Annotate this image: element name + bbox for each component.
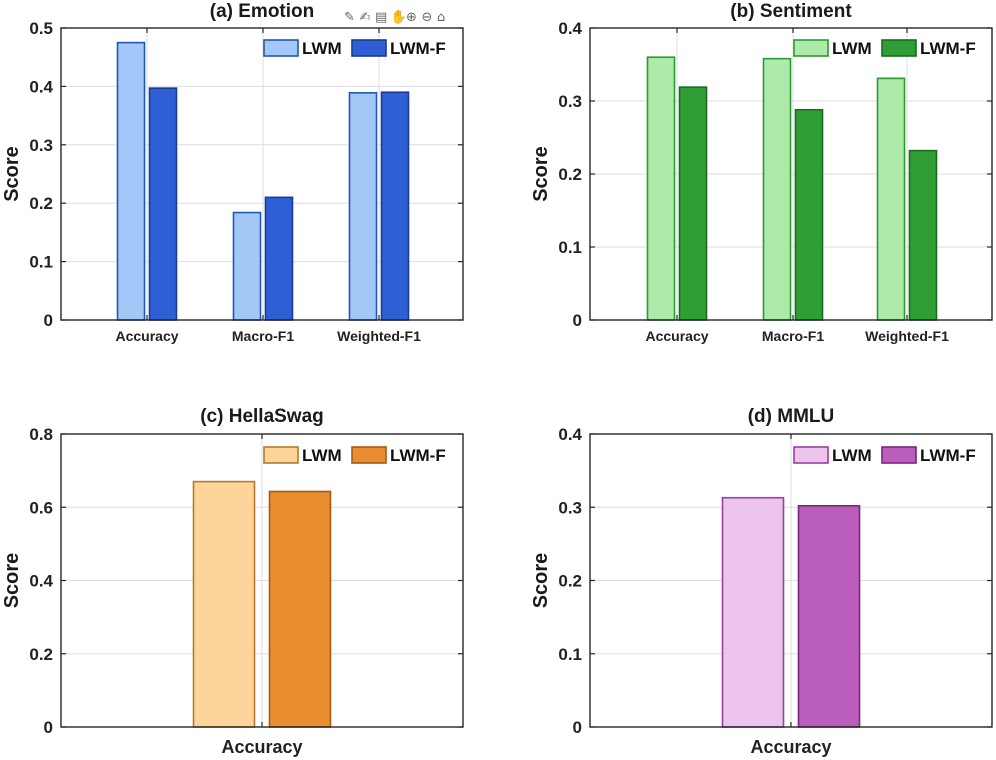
- bar-lwm-accuracy[interactable]: [646, 56, 676, 321]
- legend-label: LWM: [832, 446, 872, 465]
- home-icon[interactable]: ⌂: [437, 10, 445, 25]
- bar-lwm-f-macro-f1[interactable]: [794, 108, 824, 321]
- x-tick-label: Weighted-F1: [865, 328, 949, 344]
- y-axis-label: Score: [530, 146, 552, 202]
- panel-emotion[interactable]: 0 0.1 0.2 0.3 0.4 0.5 Accuracy Macro-F1 Weighted…: [1, 1, 464, 344]
- chart-title: (d) MMLU: [748, 406, 835, 427]
- legend-swatch: [793, 39, 829, 57]
- legend-swatch: [351, 446, 387, 464]
- x-tick-label: Macro-F1: [762, 328, 824, 344]
- legend-swatch: [263, 39, 299, 57]
- bar-lwm-weighted-f1[interactable]: [876, 77, 906, 321]
- bar-lwm-f-weighted-f1[interactable]: [380, 91, 410, 321]
- x-tick-label: Accuracy: [115, 328, 178, 344]
- y-tick-label: 0.2: [29, 194, 53, 213]
- x-tick-label: Accuracy: [750, 737, 831, 757]
- bar-lwm-accuracy[interactable]: [192, 480, 256, 728]
- y-tick-label: 0: [44, 311, 53, 330]
- bar-lwm-accuracy[interactable]: [721, 496, 785, 728]
- legend-swatch: [351, 39, 387, 57]
- legend-swatch: [881, 446, 917, 464]
- y-tick-label: 0.2: [558, 165, 582, 184]
- axes-box: [60, 27, 464, 321]
- legend-label: LWM-F: [390, 446, 446, 465]
- y-tick-label: 0: [573, 718, 582, 737]
- pan-icon[interactable]: ✋: [391, 9, 407, 25]
- legend-item-lwm[interactable]: LWM: [263, 446, 342, 465]
- chart-title: (b) Sentiment: [730, 1, 852, 22]
- y-tick-label: 0.2: [558, 572, 582, 591]
- y-tick-label: 0: [44, 718, 53, 737]
- legend-item-lwm[interactable]: LWM: [793, 39, 872, 58]
- y-axis-label: Score: [1, 146, 23, 202]
- y-tick-label: 0.3: [558, 92, 582, 111]
- legend-label: LWM-F: [920, 39, 976, 58]
- y-tick-label: 0.4: [558, 425, 582, 444]
- y-axis-label: Score: [1, 553, 23, 609]
- legend-label: LWM: [302, 446, 342, 465]
- legend-label: LWM-F: [390, 39, 446, 58]
- bar-lwm-weighted-f1[interactable]: [348, 92, 378, 321]
- y-tick-label: 0.1: [29, 253, 53, 272]
- legend-label: LWM: [832, 39, 872, 58]
- panel-hellaswag[interactable]: 0 0.2 0.4 0.6 0.8 Accuracy (c) HellaSwag Score L…: [1, 406, 464, 757]
- brush-icon[interactable]: ✍: [360, 10, 371, 25]
- bar-lwm-f-macro-f1[interactable]: [264, 196, 294, 321]
- y-tick-label: 0.1: [558, 238, 582, 257]
- bar-lwm-f-accuracy[interactable]: [797, 504, 861, 728]
- legend-item-lwm-f[interactable]: LWM-F: [881, 446, 976, 465]
- legend-label: LWM: [302, 39, 342, 58]
- legend-item-lwm-f[interactable]: LWM-F: [881, 39, 976, 58]
- y-tick-label: 0.5: [29, 19, 53, 38]
- y-tick-label: 0.1: [558, 645, 582, 664]
- x-tick-label: Accuracy: [645, 328, 708, 344]
- x-tick-label: Macro-F1: [232, 328, 294, 344]
- bar-lwm-f-accuracy[interactable]: [268, 490, 332, 728]
- bar-lwm-f-accuracy[interactable]: [678, 86, 708, 321]
- panel-sentiment[interactable]: 0 0.1 0.2 0.3 0.4 Accuracy Macro-F1 Weighted-F1…: [530, 1, 993, 344]
- bar-lwm-f-accuracy[interactable]: [148, 87, 178, 321]
- bar-lwm-accuracy[interactable]: [116, 41, 146, 321]
- y-tick-label: 0.8: [29, 425, 53, 444]
- y-tick-label: 0.4: [558, 19, 582, 38]
- datatip-icon[interactable]: ▤: [375, 10, 387, 25]
- y-tick-label: 0.6: [29, 498, 53, 517]
- bar-lwm-f-weighted-f1[interactable]: [908, 149, 938, 321]
- legend-item-lwm[interactable]: LWM: [793, 446, 872, 465]
- legend-item-lwm-f[interactable]: LWM-F: [351, 39, 446, 58]
- y-axis-label: Score: [530, 553, 552, 609]
- y-tick-label: 0.2: [29, 645, 53, 664]
- legend-swatch: [881, 39, 917, 57]
- x-tick-label: Accuracy: [221, 737, 302, 757]
- legend[interactable]: LWM LWM-F: [793, 446, 976, 465]
- zoom-out-icon[interactable]: ⊖: [422, 10, 433, 25]
- legend-swatch: [263, 446, 299, 464]
- y-tick-label: 0.4: [29, 77, 53, 96]
- legend[interactable]: LWM LWM-F: [263, 39, 446, 58]
- legend[interactable]: LWM LWM-F: [793, 39, 976, 58]
- legend-swatch: [793, 446, 829, 464]
- y-tick-label: 0: [573, 311, 582, 330]
- legend-item-lwm-f[interactable]: LWM-F: [351, 446, 446, 465]
- x-tick-label: Weighted-F1: [337, 328, 421, 344]
- export-icon[interactable]: ✎: [344, 10, 355, 25]
- y-tick-label: 0.3: [29, 136, 53, 155]
- axes-toolbar[interactable]: ✎ ✍ ▤ ✋ ⊕ ⊖ ⌂: [344, 9, 445, 25]
- legend[interactable]: LWM LWM-F: [263, 446, 446, 465]
- chart-title: (c) HellaSwag: [200, 406, 324, 427]
- legend-item-lwm[interactable]: LWM: [263, 39, 342, 58]
- bar-lwm-macro-f1[interactable]: [762, 57, 792, 321]
- y-tick-label: 0.3: [558, 498, 582, 517]
- legend-label: LWM-F: [920, 446, 976, 465]
- bar-lwm-macro-f1[interactable]: [232, 211, 262, 321]
- chart-title: (a) Emotion: [210, 1, 315, 22]
- y-tick-label: 0.4: [29, 572, 53, 591]
- zoom-in-icon[interactable]: ⊕: [406, 10, 417, 25]
